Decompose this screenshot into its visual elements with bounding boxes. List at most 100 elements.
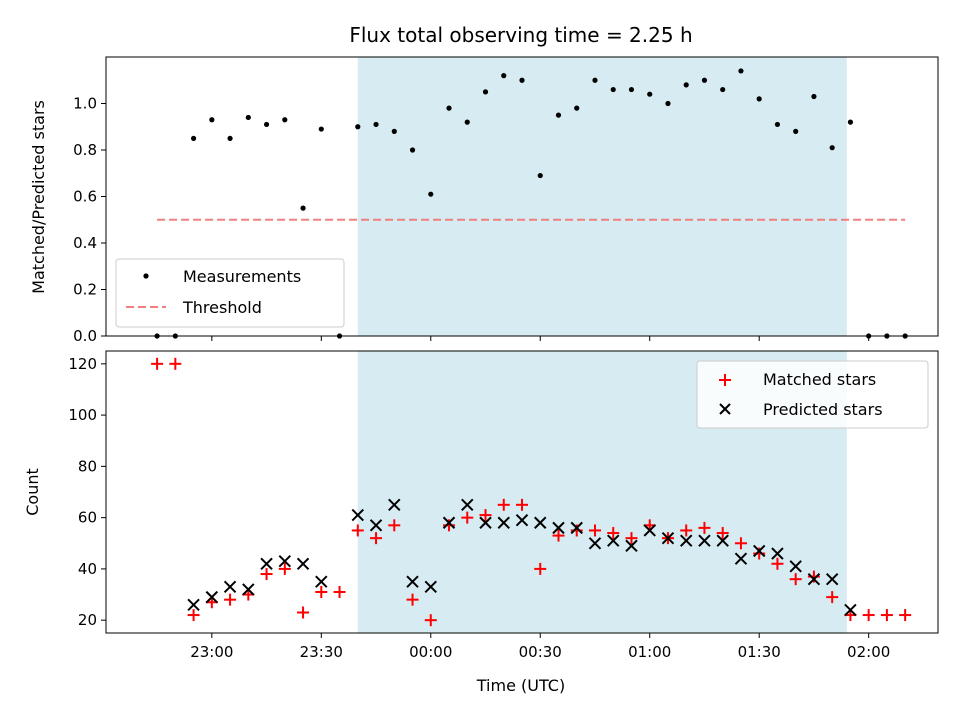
matched-star-point — [497, 498, 510, 511]
predicted-star-point — [698, 534, 711, 547]
x-axis-label: Time (UTC) — [476, 676, 565, 695]
matched-star-point — [516, 498, 528, 511]
measurement-point — [282, 117, 288, 123]
top-y-axis-label: Matched/Predicted stars — [29, 100, 48, 294]
matched-star-point — [771, 557, 784, 570]
matched-star-point — [351, 524, 364, 537]
matched-star-point — [680, 524, 693, 537]
measurement-point — [574, 105, 580, 111]
matched-star-point — [187, 609, 200, 622]
predicted-star-point — [369, 519, 383, 532]
matched-star-point — [278, 562, 291, 575]
predicted-star-point — [223, 580, 237, 594]
matched-star-point — [443, 519, 456, 532]
measurement-point — [428, 191, 434, 197]
bottom-y-tick-label: 80 — [78, 457, 97, 475]
top-y-tick-label: 0.8 — [73, 141, 97, 159]
matched-star-point — [698, 521, 711, 534]
x-tick-label: 00:30 — [519, 643, 562, 661]
matched-star-point — [570, 524, 583, 537]
bottom-y-ticks: 20 40 60 80 100 120 — [68, 355, 106, 629]
predicted-star-point — [807, 572, 821, 586]
bottom-axes: 20 40 60 80 100 120 23:00 23:30 00:00 00:30 01:00… — [23, 336, 939, 695]
x-tick-label: 23:00 — [190, 643, 233, 661]
predicted-star-point — [424, 580, 437, 594]
predicted-star-point — [552, 521, 565, 535]
legend-predicted-marker — [719, 403, 731, 415]
matched-star-point — [388, 519, 401, 532]
predicted-star-point — [570, 521, 583, 535]
matched-star-point — [552, 529, 565, 542]
predicted-star-point — [296, 557, 310, 570]
predicted-star-point — [497, 516, 510, 529]
measurement-point — [409, 147, 416, 153]
predicted-star-point — [716, 534, 729, 547]
top-x-ticks — [211, 336, 870, 341]
measurement-point — [701, 77, 708, 83]
matched-star-point — [607, 527, 620, 540]
measurement-point — [190, 135, 197, 141]
measurement-point — [774, 121, 781, 128]
predicted-star-point — [588, 537, 602, 550]
predicted-star-point — [515, 513, 529, 527]
measurement-point — [245, 114, 251, 121]
matched-star-point — [534, 562, 547, 575]
predicted-star-point — [734, 552, 748, 565]
legend-matched-label: Matched stars — [763, 370, 876, 389]
measurement-point — [847, 119, 854, 125]
bottom-y-tick-label: 120 — [68, 355, 97, 373]
x-tick-label: 01:00 — [628, 643, 671, 661]
matched-star-point — [807, 570, 820, 583]
matched-star-point — [315, 585, 328, 598]
predicted-star-point — [461, 498, 474, 512]
measurement-point — [373, 121, 379, 128]
measurement-point — [501, 73, 507, 79]
matched-star-point — [625, 532, 638, 545]
measurement-point — [318, 126, 324, 132]
matched-star-point — [260, 568, 273, 581]
predicted-star-point — [534, 516, 547, 529]
x-tick-label: 00:00 — [409, 643, 452, 661]
predicted-star-point — [661, 531, 675, 545]
matched-star-point — [789, 573, 802, 586]
matched-stars-points — [151, 357, 912, 627]
matched-star-point — [370, 532, 383, 545]
top-axes-frame — [105, 56, 939, 337]
matched-star-point — [151, 357, 164, 370]
measurement-point — [482, 89, 489, 95]
predicted-star-point — [260, 557, 273, 570]
predicted-star-point — [479, 516, 492, 529]
x-tick-label: 01:30 — [738, 643, 781, 661]
measurement-point — [227, 135, 233, 141]
predicted-star-point — [789, 560, 802, 573]
measurement-point — [555, 112, 562, 118]
measurement-point — [628, 86, 635, 93]
matched-star-point — [753, 547, 766, 560]
measurement-point — [355, 124, 361, 130]
matched-star-point — [826, 591, 839, 604]
matched-star-point — [716, 527, 729, 540]
bottom-y-tick-label: 100 — [68, 406, 97, 424]
top-y-tick-label: 1.0 — [73, 95, 97, 113]
matched-star-point — [224, 593, 237, 606]
top-y-tick-label: 0.4 — [73, 234, 97, 252]
measurement-point — [829, 145, 835, 151]
predicted-star-point — [315, 575, 328, 588]
top-observing-span — [357, 57, 847, 336]
predicted-star-point — [825, 572, 839, 586]
measurement-point — [683, 82, 689, 88]
bottom-legend: Matched stars Predicted stars — [696, 360, 929, 429]
predicted-star-point — [242, 583, 255, 596]
measurement-point — [464, 119, 470, 125]
matched-star-point — [899, 609, 912, 622]
top-legend-box — [115, 258, 345, 328]
legend-threshold-label: Threshold — [182, 298, 262, 317]
measurement-point — [738, 68, 744, 74]
chart-title: Flux total observing time = 2.25 h — [349, 23, 692, 47]
measurement-point — [811, 93, 817, 100]
x-tick-label: 23:30 — [300, 643, 343, 661]
bottom-legend-box — [696, 360, 929, 429]
bottom-y-axis-label: Count — [23, 468, 42, 516]
top-y-tick-label: 0.2 — [73, 281, 97, 299]
